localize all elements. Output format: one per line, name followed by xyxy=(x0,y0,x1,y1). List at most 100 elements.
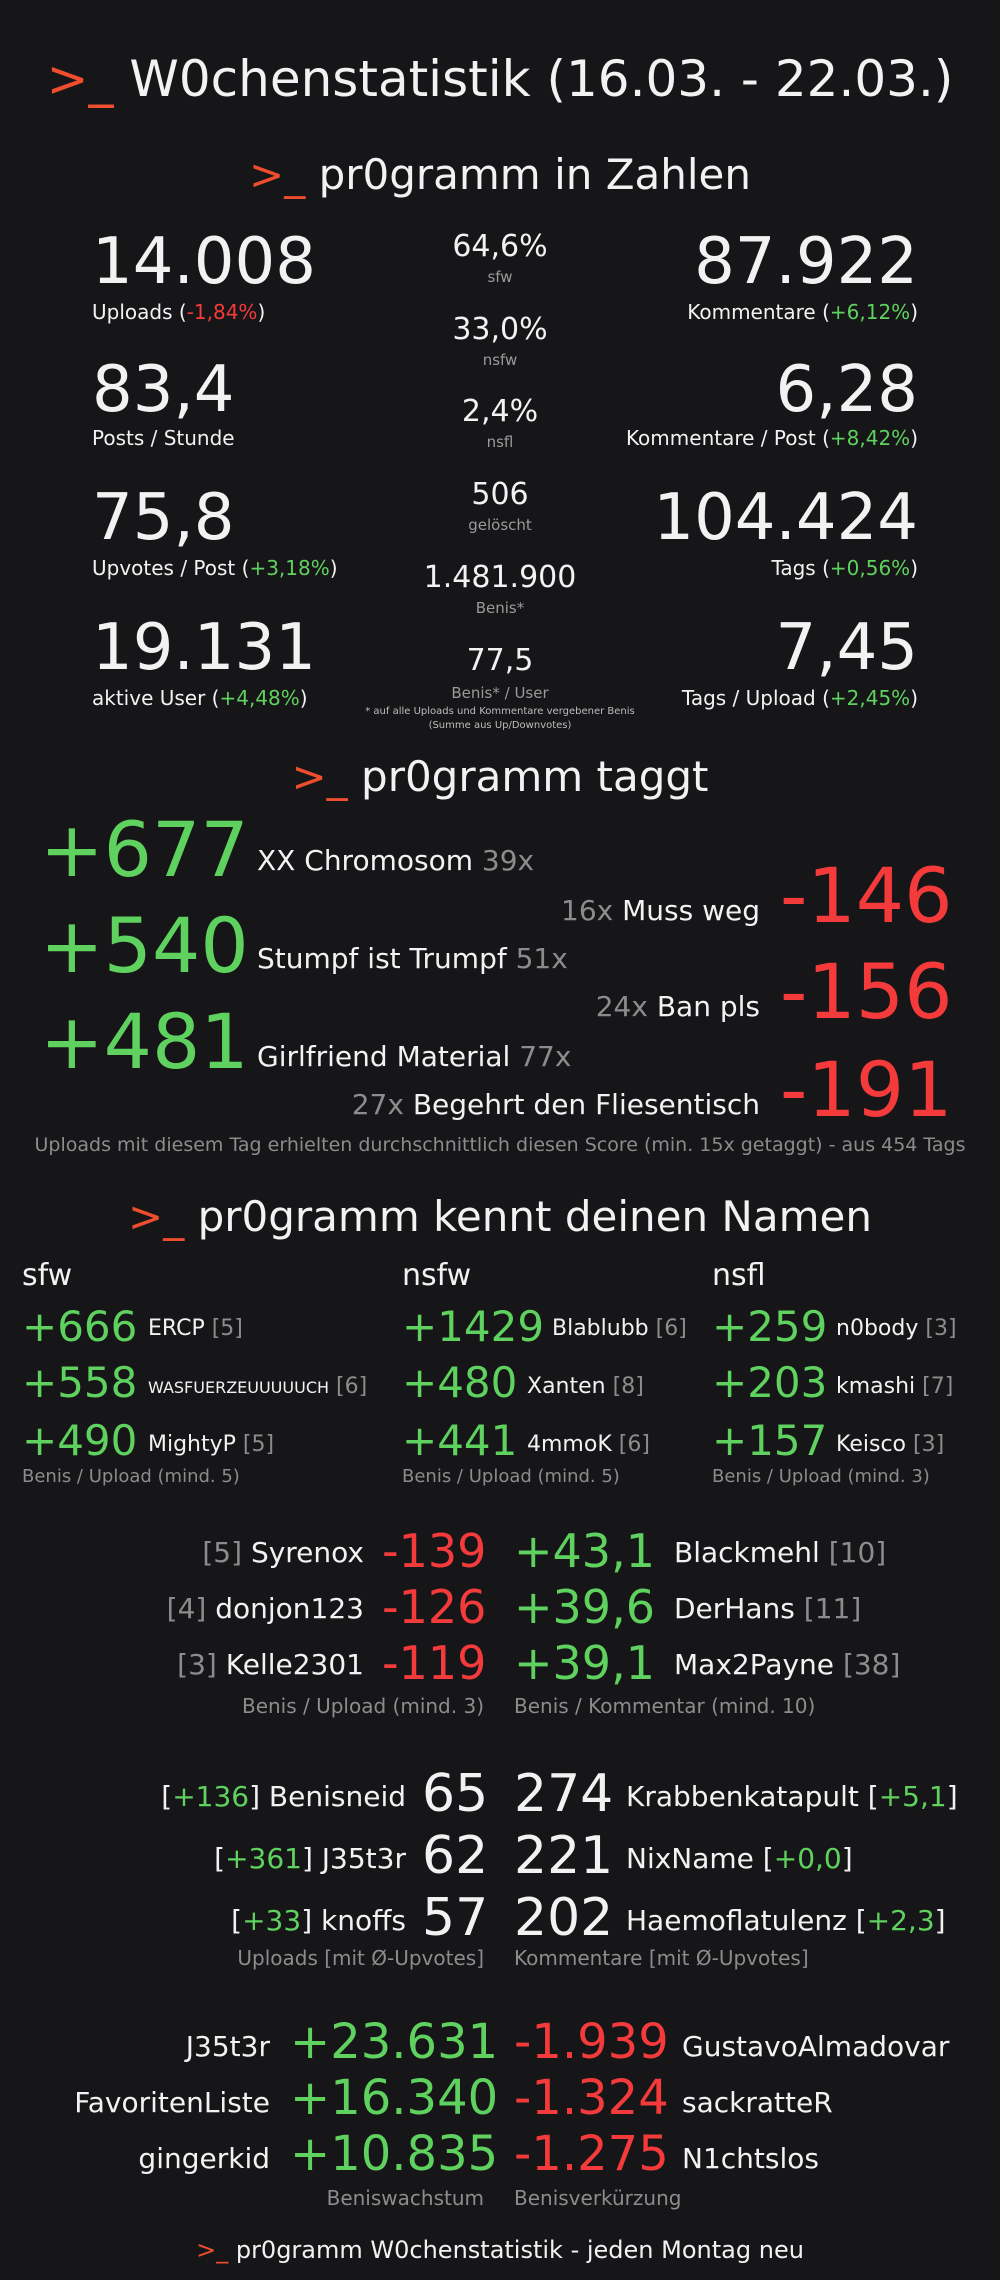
stat-value: 7,45 xyxy=(775,611,919,685)
section-title-zahlen: >_ pr0gramm in Zahlen xyxy=(249,150,751,199)
stat-label: Uploads (-1,84%) xyxy=(92,300,266,324)
column-note: Benis / Upload (mind. 3) xyxy=(712,1466,930,1487)
prompt-icon: >_ xyxy=(196,2236,229,2264)
growth-value: +23.631 xyxy=(290,2014,499,2070)
stat-label: Kommentare / Post (+8,42%) xyxy=(625,426,918,450)
name-score: +666 xyxy=(22,1302,138,1351)
tag-score: -191 xyxy=(780,1045,953,1134)
stat-label: aktive User (+4,48%) xyxy=(92,686,308,710)
column-note: Benis / Upload (mind. 3) xyxy=(241,1694,484,1718)
column-note: Uploads [mit Ø-Upvotes] xyxy=(237,1946,484,1970)
count-value: 62 xyxy=(422,1826,489,1886)
stat-label: nsfw xyxy=(482,351,518,369)
column-note: Beniswachstum xyxy=(326,2186,484,2210)
tag-score: +481 xyxy=(40,997,249,1086)
stat-value: 87.922 xyxy=(694,225,918,299)
user-name: DerHans [11] xyxy=(674,1592,862,1625)
footnote: * auf alle Uploads und Kommentare vergeb… xyxy=(365,706,635,717)
name-score: +558 xyxy=(22,1358,138,1407)
name-score: +39,1 xyxy=(514,1636,655,1690)
count-value: 65 xyxy=(422,1764,489,1824)
tag-name: Girlfriend Material 77x xyxy=(257,1040,572,1073)
count-value: 57 xyxy=(422,1888,489,1948)
user-name: FavoritenListe xyxy=(74,2086,270,2119)
stat-value: 83,4 xyxy=(92,353,235,427)
name-score: +43,1 xyxy=(514,1524,655,1578)
stat-label: gelöscht xyxy=(468,516,532,534)
name-score: +490 xyxy=(22,1416,138,1465)
stat-value: 19.131 xyxy=(92,611,316,685)
tags-note: Uploads mit diesem Tag erhielten durchsc… xyxy=(34,1134,966,1156)
user-name: Keisco [3] xyxy=(836,1432,945,1457)
prompt-icon: >_ xyxy=(249,150,306,199)
user-name: kmashi [7] xyxy=(836,1374,954,1399)
stat-label: Tags (+0,56%) xyxy=(771,556,918,580)
name-score: +39,6 xyxy=(514,1580,655,1634)
name-score: -139 xyxy=(382,1524,487,1578)
section-title-namen: >_ pr0gramm kennt deinen Namen xyxy=(128,1192,872,1241)
user-name: GustavoAlmadovar xyxy=(682,2030,950,2063)
footnote: (Summe aus Up/Downvotes) xyxy=(428,720,572,731)
user-name: NixName [+0,0] xyxy=(626,1842,853,1875)
stat-value: 77,5 xyxy=(466,643,534,678)
tag-score: -156 xyxy=(780,947,953,1036)
tag-name: XX Chromosom 39x xyxy=(257,844,535,877)
prompt-icon: >_ xyxy=(46,50,114,108)
stat-label: Posts / Stunde xyxy=(92,426,235,450)
user-name: WASFUERZEUUUUUCH [6] xyxy=(148,1374,368,1399)
column-head: sfw xyxy=(22,1258,73,1293)
column-note: Kommentare [mit Ø-Upvotes] xyxy=(514,1946,809,1970)
stat-label: Benis* xyxy=(475,599,525,617)
shrink-value: -1.939 xyxy=(514,2014,669,2070)
stat-label: Benis* / User xyxy=(451,684,549,702)
section-title-taggt: >_ pr0gramm taggt xyxy=(291,752,709,801)
page-title: >_ W0chenstatistik (16.03. - 22.03.) xyxy=(0,50,1000,108)
footer: >_ pr0gramm W0chenstatistik - jeden Mont… xyxy=(196,2236,804,2264)
user-name: N1chtslos xyxy=(682,2142,819,2175)
column-note: Benis / Upload (mind. 5) xyxy=(22,1466,240,1487)
user-name: gingerkid xyxy=(138,2142,270,2175)
user-name: J35t3r xyxy=(185,2030,270,2063)
stat-value: 33,0% xyxy=(452,312,548,347)
name-score: +203 xyxy=(712,1358,828,1407)
prompt-icon: >_ xyxy=(291,752,348,801)
prompt-icon: >_ xyxy=(128,1192,185,1241)
user-name: Max2Payne [38] xyxy=(674,1648,901,1681)
stat-label: Kommentare (+6,12%) xyxy=(687,300,918,324)
tag-score: +677 xyxy=(40,805,249,894)
name-score: +259 xyxy=(712,1302,828,1351)
user-name: [+33] knoffs xyxy=(231,1904,406,1937)
user-name: [5] Syrenox xyxy=(202,1536,364,1569)
user-name: [3] Kelle2301 xyxy=(177,1648,364,1681)
stat-value: 6,28 xyxy=(775,353,919,427)
count-value: 274 xyxy=(514,1764,614,1824)
stat-label: nsfl xyxy=(486,433,514,451)
tag-name: Stumpf ist Trumpf 51x xyxy=(257,942,568,975)
tag-name: 27x Begehrt den Fliesentisch xyxy=(351,1088,760,1121)
user-name: 4mmoK [6] xyxy=(527,1432,650,1457)
shrink-value: -1.275 xyxy=(514,2126,669,2182)
stat-value: 506 xyxy=(471,477,529,512)
name-score: +480 xyxy=(402,1358,518,1407)
user-name: sackratteR xyxy=(682,2086,833,2119)
tag-name: 16x Muss weg xyxy=(561,894,760,927)
name-score: +157 xyxy=(712,1416,828,1465)
user-name: ERCP [5] xyxy=(148,1316,243,1341)
user-name: Xanten [8] xyxy=(527,1374,644,1399)
user-name: [+136] Benisneid xyxy=(161,1780,406,1813)
column-note: Benis / Kommentar (mind. 10) xyxy=(514,1694,816,1718)
stat-value: 14.008 xyxy=(92,225,316,299)
stat-value: 104.424 xyxy=(653,481,918,555)
column-note: Benisverkürzung xyxy=(514,2186,682,2210)
shrink-value: -1.324 xyxy=(514,2070,669,2126)
count-value: 202 xyxy=(514,1888,614,1948)
tag-score: +540 xyxy=(40,901,249,990)
name-score: -126 xyxy=(382,1580,487,1634)
user-name: [4] donjon123 xyxy=(166,1592,364,1625)
stat-value: 2,4% xyxy=(461,394,539,429)
column-head: nsfw xyxy=(402,1258,472,1293)
user-name: MightyP [5] xyxy=(148,1432,275,1457)
stat-value: 1.481.900 xyxy=(423,560,577,595)
tag-score: -146 xyxy=(780,851,953,940)
growth-value: +10.835 xyxy=(290,2126,499,2182)
